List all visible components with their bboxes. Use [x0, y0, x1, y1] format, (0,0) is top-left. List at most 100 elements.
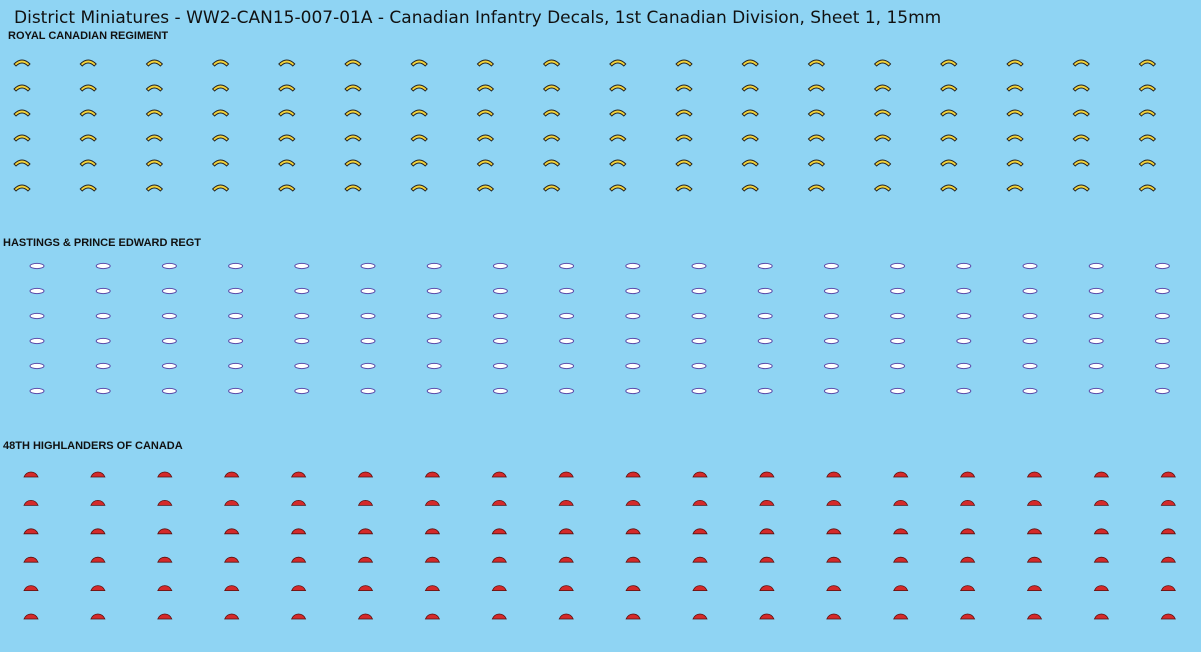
decal-48th — [90, 556, 106, 563]
decal-hpe — [492, 387, 508, 395]
decal-rcr — [873, 184, 892, 192]
decal-48th — [1093, 471, 1109, 478]
decal-hpe — [95, 387, 111, 395]
decal-48th — [826, 556, 842, 563]
decal-48th — [291, 613, 307, 620]
decal-hpe — [161, 312, 177, 320]
decal-hpe — [890, 337, 906, 345]
decal-48th — [1093, 585, 1109, 591]
decal-hpe — [426, 337, 442, 345]
decal-48th — [90, 499, 106, 506]
decal-48th — [424, 499, 440, 506]
decal-hpe — [890, 312, 906, 320]
decal-hpe — [492, 337, 508, 345]
decal-48th — [357, 528, 374, 535]
decal-rcr — [13, 84, 31, 92]
decal-48th — [1093, 528, 1109, 535]
decal-hpe — [228, 337, 244, 345]
decal-rcr — [542, 109, 561, 117]
decal-48th — [625, 613, 641, 620]
decal-48th — [960, 585, 976, 591]
decal-hpe — [1022, 387, 1038, 395]
decal-hpe — [360, 287, 376, 295]
decal-rcr — [476, 109, 495, 117]
decal-48th — [759, 471, 775, 478]
decal-hpe — [294, 337, 310, 345]
decal-hpe — [625, 262, 641, 270]
decal-hpe — [1154, 262, 1170, 270]
decal-rcr — [278, 159, 296, 167]
decal-rcr — [675, 84, 693, 92]
decal-48th — [224, 585, 240, 591]
decal-rcr — [1006, 84, 1024, 92]
decal-48th — [357, 556, 374, 563]
decal-48th — [1160, 499, 1176, 506]
decal-48th — [23, 556, 39, 563]
decal-rcr — [873, 159, 892, 167]
decal-48th — [558, 613, 574, 620]
decal-rcr — [675, 159, 693, 167]
decal-rcr — [741, 134, 759, 142]
decal-hpe — [1022, 337, 1038, 345]
decal-hpe — [161, 387, 177, 395]
decal-hpe — [823, 337, 839, 345]
decal-rcr — [79, 84, 97, 92]
decal-hpe — [823, 312, 839, 320]
decal-rcr — [145, 159, 164, 167]
decal-rcr — [1138, 184, 1157, 192]
decal-hpe — [228, 262, 244, 270]
decal-48th — [23, 585, 39, 591]
decal-hpe — [161, 337, 177, 345]
decal-48th — [625, 471, 641, 478]
decal-hpe — [360, 262, 376, 270]
decal-48th — [23, 528, 39, 535]
decal-rcr — [211, 159, 230, 167]
decal-48th — [625, 528, 641, 535]
decal-hpe — [492, 312, 508, 320]
decal-48th — [157, 499, 173, 506]
decal-rcr — [1006, 59, 1024, 67]
decal-rcr — [79, 59, 97, 67]
decal-hpe — [228, 287, 244, 295]
decal-rcr — [278, 134, 296, 142]
decal-rcr — [542, 84, 561, 92]
decal-hpe — [1154, 337, 1170, 345]
decal-rcr — [1138, 59, 1157, 67]
decal-48th — [157, 613, 173, 620]
decal-48th — [224, 499, 240, 506]
decal-rcr — [1072, 109, 1090, 117]
decal-hpe — [823, 387, 839, 395]
decal-rcr — [940, 59, 958, 67]
decal-hpe — [625, 387, 641, 395]
decal-hpe — [161, 262, 177, 270]
decal-48th — [960, 613, 976, 620]
decal-rcr — [807, 134, 826, 142]
decal-rcr — [476, 134, 495, 142]
decal-48th — [893, 528, 909, 535]
decal-hpe — [956, 262, 972, 270]
decal-hpe — [1088, 287, 1104, 295]
decal-hpe — [757, 337, 773, 345]
decal-hpe — [29, 387, 45, 395]
decal-hpe — [95, 287, 111, 295]
decal-hpe — [890, 362, 906, 370]
decal-48th — [90, 613, 106, 620]
decal-48th — [1093, 499, 1109, 506]
decal-rcr — [79, 159, 97, 167]
decal-48th — [491, 471, 507, 478]
decal-48th — [558, 471, 574, 478]
decal-hpe — [559, 312, 575, 320]
decal-48th — [960, 528, 976, 535]
decal-48th — [826, 471, 842, 478]
decal-hpe — [161, 362, 177, 370]
decal-48th — [157, 528, 173, 535]
decal-rcr — [13, 109, 31, 117]
decal-rcr — [344, 84, 362, 92]
decal-rcr — [344, 59, 362, 67]
decal-48th — [157, 556, 173, 563]
decal-48th — [23, 471, 39, 478]
decal-48th — [1026, 585, 1043, 591]
decal-rcr — [873, 134, 892, 142]
decal-hpe — [625, 312, 641, 320]
